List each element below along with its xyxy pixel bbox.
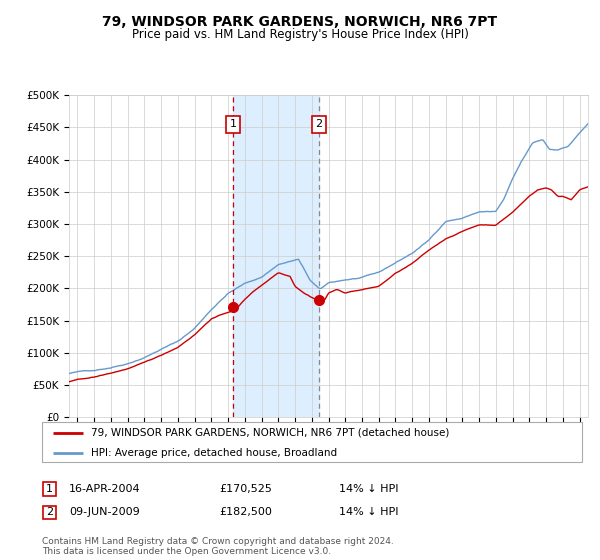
Text: 09-JUN-2009: 09-JUN-2009 <box>69 507 140 517</box>
Text: 2: 2 <box>316 119 323 129</box>
Text: Contains HM Land Registry data © Crown copyright and database right 2024.: Contains HM Land Registry data © Crown c… <box>42 537 394 546</box>
Text: 16-APR-2004: 16-APR-2004 <box>69 484 140 494</box>
Text: HPI: Average price, detached house, Broadland: HPI: Average price, detached house, Broa… <box>91 448 337 458</box>
Bar <box>233 95 319 417</box>
Text: 1: 1 <box>229 119 236 129</box>
Text: Price paid vs. HM Land Registry's House Price Index (HPI): Price paid vs. HM Land Registry's House … <box>131 28 469 41</box>
FancyBboxPatch shape <box>43 482 56 496</box>
Text: 2: 2 <box>46 507 53 517</box>
Text: 14% ↓ HPI: 14% ↓ HPI <box>339 484 398 494</box>
FancyBboxPatch shape <box>42 422 582 462</box>
Text: £182,500: £182,500 <box>219 507 272 517</box>
Text: 79, WINDSOR PARK GARDENS, NORWICH, NR6 7PT (detached house): 79, WINDSOR PARK GARDENS, NORWICH, NR6 7… <box>91 428 449 438</box>
Text: 1: 1 <box>46 484 53 494</box>
Text: 79, WINDSOR PARK GARDENS, NORWICH, NR6 7PT: 79, WINDSOR PARK GARDENS, NORWICH, NR6 7… <box>103 15 497 29</box>
Text: £170,525: £170,525 <box>219 484 272 494</box>
FancyBboxPatch shape <box>43 506 56 519</box>
Text: 14% ↓ HPI: 14% ↓ HPI <box>339 507 398 517</box>
Text: This data is licensed under the Open Government Licence v3.0.: This data is licensed under the Open Gov… <box>42 547 331 556</box>
